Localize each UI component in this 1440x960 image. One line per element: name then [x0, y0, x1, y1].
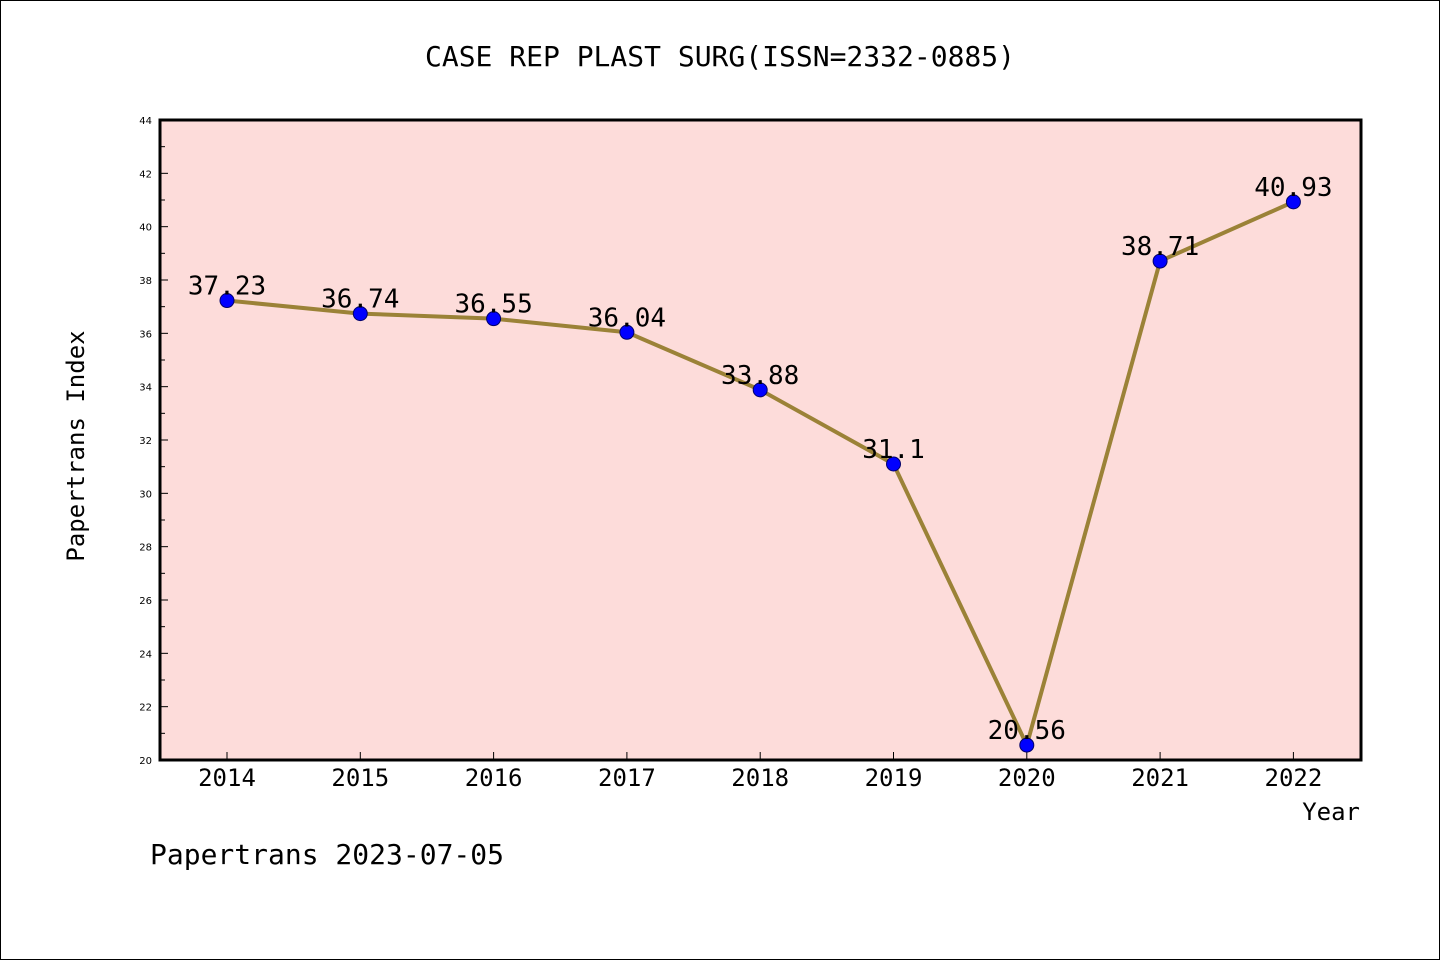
data-point — [886, 456, 901, 472]
data-point — [1152, 253, 1168, 269]
x-axis-title: Year — [1302, 798, 1360, 826]
footer-text: Papertrans 2023-07-05 — [150, 838, 504, 871]
data-label: 38.71 — [1121, 232, 1199, 262]
x-tick-label: 2016 — [465, 764, 523, 792]
data-label: 33.88 — [721, 361, 799, 391]
data-point — [752, 382, 768, 398]
y-tick-label: 22 — [139, 703, 152, 714]
y-axis-title: Papertrans Index — [62, 330, 90, 561]
x-tick-label: 2020 — [998, 764, 1056, 792]
x-tick-label: 2019 — [865, 764, 923, 792]
y-tick-label: 38 — [139, 276, 152, 287]
data-label: 40.93 — [1254, 173, 1332, 203]
data-point — [619, 324, 635, 340]
data-point — [1019, 737, 1035, 753]
y-tick-label: 30 — [139, 489, 152, 500]
y-tick-label: 36 — [139, 329, 152, 340]
data-labels-group: 37.23 36.74 36.55 36.04 33.88 31.1 20.56 38.71 4… — [188, 173, 1333, 746]
x-tick-label: 2018 — [731, 764, 789, 792]
x-tick-label: 2022 — [1265, 764, 1323, 792]
y-tick-label: 28 — [139, 543, 152, 554]
data-label: 36.55 — [454, 290, 532, 320]
chart-title: CASE REP PLAST SURG(ISSN=2332-0885) — [425, 40, 1015, 73]
data-label: 31.1 — [862, 435, 925, 465]
plot-area — [158, 118, 1363, 762]
y-tick-label: 44 — [139, 116, 152, 127]
data-label: 20.56 — [988, 716, 1066, 746]
y-tick-label: 40 — [139, 223, 152, 234]
data-label: 36.04 — [588, 303, 666, 333]
markers-group — [219, 194, 1301, 753]
y-tick-label: 24 — [139, 649, 152, 660]
x-tick-label: 2014 — [198, 764, 256, 792]
y-tick-label: 32 — [139, 436, 152, 447]
data-point — [486, 311, 502, 327]
data-label: 37.23 — [188, 272, 266, 302]
x-axis: 2014 2015 2016 2017 2018 2019 2020 2021 2022 — [198, 752, 1322, 792]
y-tick-label: 20 — [139, 756, 152, 767]
data-point — [352, 306, 368, 322]
y-tick-label: 26 — [139, 596, 152, 607]
y-tick-label: 42 — [139, 169, 152, 180]
x-tick-label: 2015 — [331, 764, 389, 792]
data-point — [1285, 194, 1301, 210]
y-tick-label: 34 — [139, 383, 152, 394]
y-axis: 20 22 24 26 28 30 32 34 36 38 40 42 44 — [139, 116, 168, 767]
data-point — [219, 293, 235, 309]
x-tick-label: 2017 — [598, 764, 656, 792]
x-tick-label: 2021 — [1131, 764, 1189, 792]
data-label: 36.74 — [321, 285, 399, 315]
